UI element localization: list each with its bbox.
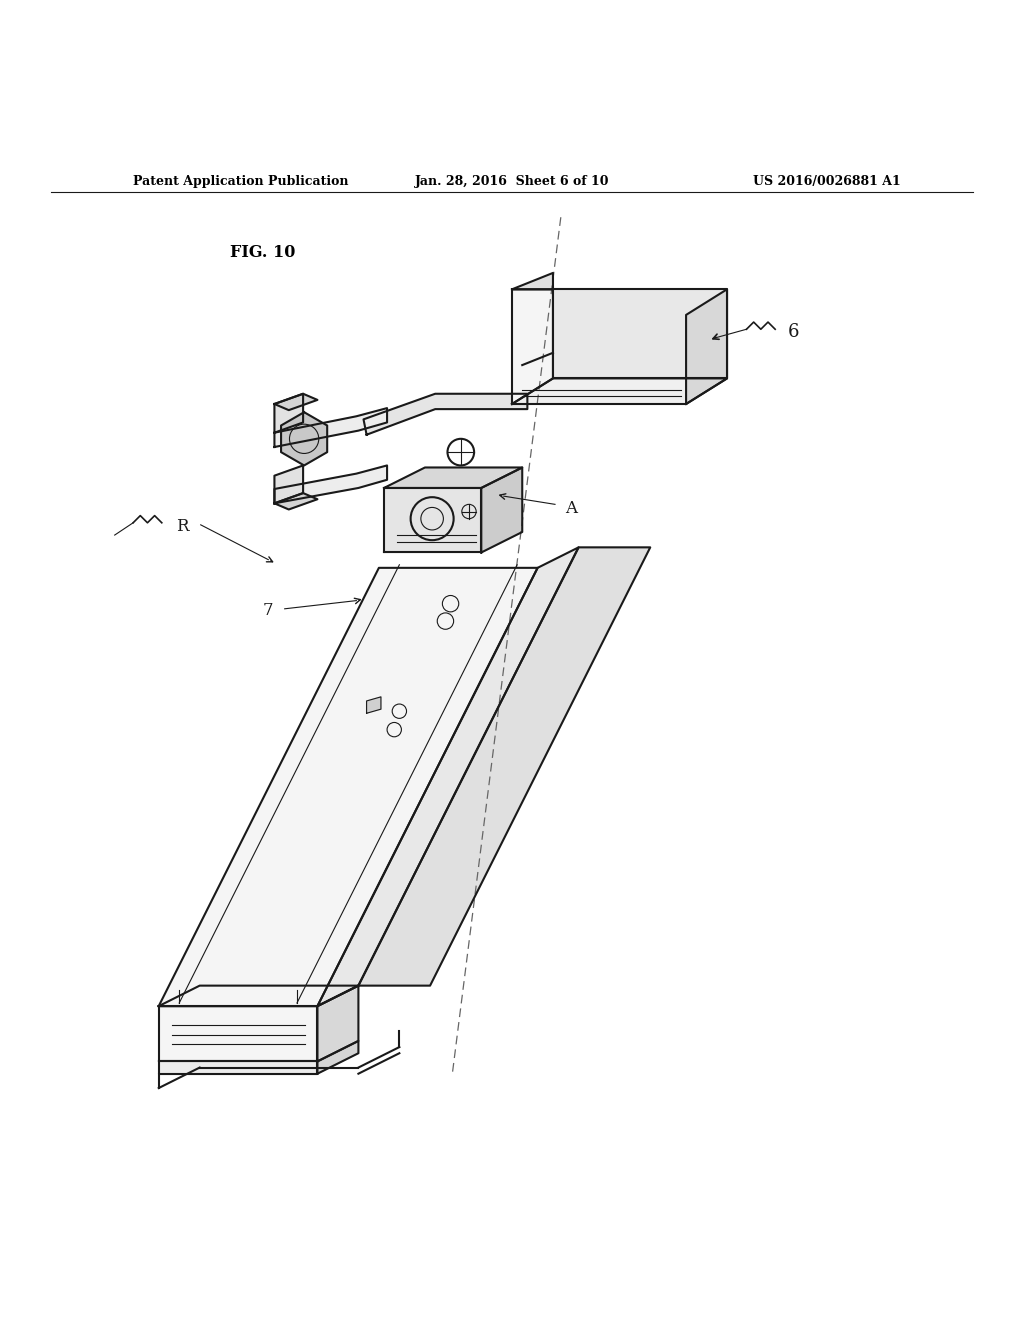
Polygon shape (274, 393, 317, 411)
Text: FIG. 10: FIG. 10 (230, 244, 296, 261)
Polygon shape (281, 412, 328, 466)
Polygon shape (317, 1041, 358, 1073)
Polygon shape (274, 466, 387, 503)
Polygon shape (274, 494, 317, 510)
Polygon shape (159, 1061, 317, 1073)
Text: US 2016/0026881 A1: US 2016/0026881 A1 (754, 176, 901, 189)
Polygon shape (159, 1006, 317, 1061)
Polygon shape (512, 379, 727, 404)
Polygon shape (364, 393, 527, 434)
Text: Patent Application Publication: Patent Application Publication (133, 176, 348, 189)
Text: 7: 7 (263, 602, 273, 619)
Polygon shape (274, 408, 387, 447)
Polygon shape (481, 467, 522, 553)
Polygon shape (274, 393, 303, 433)
Polygon shape (159, 568, 538, 1006)
Text: 6: 6 (787, 323, 800, 342)
Text: R: R (176, 519, 188, 536)
Polygon shape (358, 548, 650, 986)
Polygon shape (159, 986, 358, 1006)
Polygon shape (384, 467, 522, 488)
Polygon shape (512, 289, 553, 404)
Polygon shape (274, 466, 303, 503)
Polygon shape (317, 548, 579, 1006)
Text: Jan. 28, 2016  Sheet 6 of 10: Jan. 28, 2016 Sheet 6 of 10 (415, 176, 609, 189)
Polygon shape (317, 986, 358, 1061)
Polygon shape (512, 273, 553, 289)
Polygon shape (384, 488, 481, 553)
Polygon shape (367, 697, 381, 713)
Text: A: A (565, 500, 578, 517)
Polygon shape (686, 289, 727, 404)
Polygon shape (553, 289, 727, 379)
